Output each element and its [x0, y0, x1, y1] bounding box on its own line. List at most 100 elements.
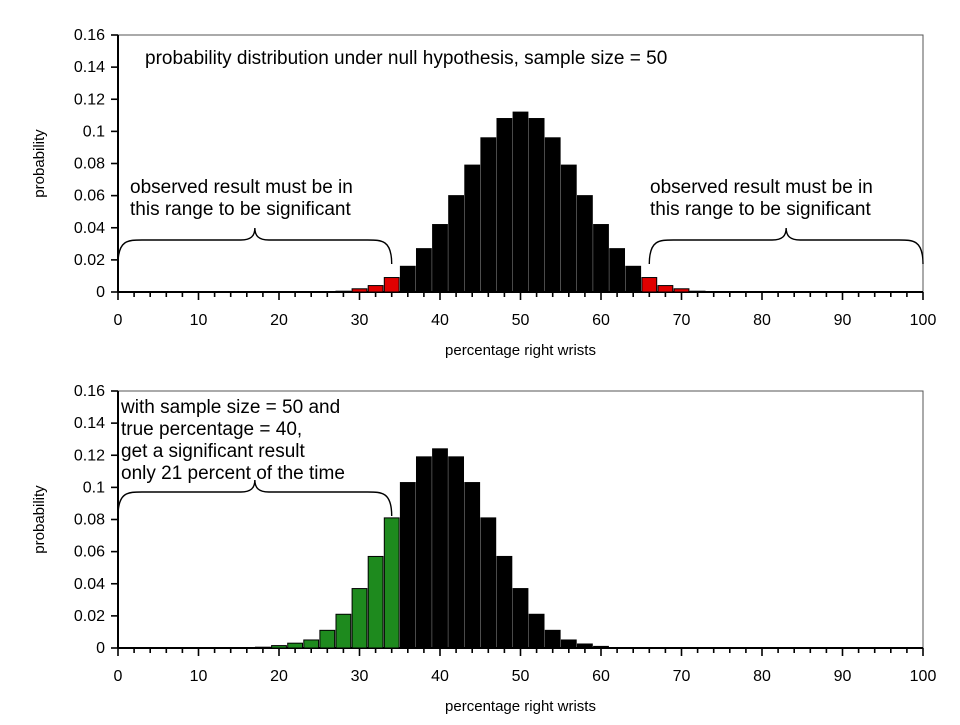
- highlighted-bar: [254, 646, 271, 649]
- x-tick-label: 10: [190, 312, 208, 329]
- highlighted-bar: [367, 285, 384, 293]
- y-tick-label: 0: [96, 640, 105, 657]
- highlighted-bar: [673, 288, 690, 293]
- bottom-chart: 0 10 20 30 40 50 60 70 80 90 100 0 0.02 0.04 0.06 0.08 0…: [31, 383, 936, 715]
- x-tick-label: 0: [114, 312, 123, 329]
- range-brace: [117, 479, 393, 517]
- y-tick-label: 0.14: [74, 59, 105, 76]
- bar: [576, 195, 593, 293]
- annotation-line: this range to be significant: [650, 199, 871, 220]
- highlighted-bar: [383, 277, 400, 293]
- highlighted-bar: [383, 517, 400, 649]
- annotation-line: only 21 percent of the time: [121, 463, 345, 484]
- x-tick-label: 30: [351, 668, 369, 685]
- annotation-line: this range to be significant: [130, 199, 351, 220]
- x-tick-label: 60: [592, 312, 610, 329]
- x-tick-label: 100: [910, 312, 937, 329]
- x-tick-label: 40: [431, 668, 449, 685]
- bar: [464, 164, 481, 293]
- y-tick-label: 0.1: [83, 123, 105, 140]
- x-tick-label: 10: [190, 668, 208, 685]
- bar: [399, 265, 416, 293]
- bar: [593, 645, 609, 649]
- x-tick-label: 30: [351, 312, 369, 329]
- top-chart: probability distribution under null hypo…: [31, 27, 936, 359]
- highlighted-bar: [351, 288, 368, 293]
- range-brace: [117, 227, 393, 265]
- bar: [560, 164, 577, 293]
- annotation-range: with sample size = 50 and true percentage…: [120, 397, 345, 484]
- annotation-range: observed result must be in this range to …: [130, 177, 353, 220]
- x-tick-label: 100: [910, 668, 937, 685]
- highlighted-bar: [641, 277, 658, 293]
- x-axis-label: percentage right wrists: [445, 698, 596, 715]
- bar: [415, 456, 432, 649]
- bar: [560, 639, 577, 649]
- x-tick-label: 90: [834, 312, 852, 329]
- annotation-range: observed result must be in this range to …: [650, 177, 873, 220]
- highlighted-bar: [351, 588, 368, 649]
- y-tick-label: 0.12: [74, 91, 105, 108]
- bar: [544, 137, 561, 293]
- y-axis-label: probability: [31, 485, 48, 554]
- bar: [609, 248, 626, 293]
- range-brace: [648, 227, 924, 265]
- y-tick-label: 0.02: [74, 608, 105, 625]
- bar: [480, 137, 497, 293]
- bar: [528, 118, 545, 293]
- y-tick-label: 0.08: [74, 156, 105, 173]
- highlighted-bar: [335, 290, 352, 293]
- y-tick-label: 0.14: [74, 415, 105, 432]
- annotation-line: with sample size = 50 and: [120, 397, 340, 418]
- bar: [415, 248, 432, 293]
- bar: [625, 265, 642, 293]
- x-tick-label: 80: [753, 312, 771, 329]
- y-tick-label: 0: [96, 284, 105, 301]
- y-tick-label: 0.12: [74, 447, 105, 464]
- y-tick-label: 0.04: [74, 576, 105, 593]
- x-tick-label: 20: [270, 668, 288, 685]
- x-tick-label: 90: [834, 668, 852, 685]
- bar: [528, 613, 545, 649]
- highlighted-bar: [287, 642, 304, 649]
- annotation-line: observed result must be in: [650, 177, 873, 198]
- y-tick-label: 0.04: [74, 220, 105, 237]
- bar: [593, 224, 609, 293]
- x-tick-label: 50: [512, 312, 530, 329]
- x-tick-label: 0: [114, 668, 123, 685]
- y-tick-label: 0.1: [83, 479, 105, 496]
- bar: [496, 118, 513, 293]
- highlighted-bar: [319, 629, 336, 649]
- bar: [512, 111, 529, 293]
- y-tick-label: 0.06: [74, 188, 105, 205]
- highlighted-bar: [689, 290, 706, 293]
- annotation-line: get a significant result: [121, 441, 305, 462]
- y-tick-label: 0.02: [74, 252, 105, 269]
- bar: [448, 195, 465, 293]
- bar: [464, 482, 481, 649]
- highlighted-bar: [367, 555, 384, 649]
- x-tick-label: 80: [753, 668, 771, 685]
- bar: [399, 482, 416, 649]
- x-tick-label: 60: [592, 668, 610, 685]
- highlighted-bar: [303, 639, 320, 649]
- highlighted-bar: [335, 613, 352, 649]
- x-tick-label: 20: [270, 312, 288, 329]
- annotation-line: true percentage = 40,: [121, 419, 302, 440]
- x-tick-label: 70: [673, 668, 691, 685]
- bar: [448, 456, 465, 649]
- annotation-line: observed result must be in: [130, 177, 353, 198]
- y-tick-label: 0.16: [74, 27, 105, 44]
- y-tick-label: 0.08: [74, 512, 105, 529]
- annotation-null-hypothesis: probability distribution under null hypo…: [145, 48, 667, 69]
- highlighted-bar: [271, 645, 287, 649]
- bar: [576, 643, 593, 649]
- bar: [512, 588, 529, 649]
- x-axis-label: percentage right wrists: [445, 342, 596, 359]
- y-tick-label: 0.06: [74, 544, 105, 561]
- bar: [432, 224, 448, 293]
- y-axis-label: probability: [31, 129, 48, 198]
- bar: [496, 555, 513, 649]
- bar: [432, 448, 448, 649]
